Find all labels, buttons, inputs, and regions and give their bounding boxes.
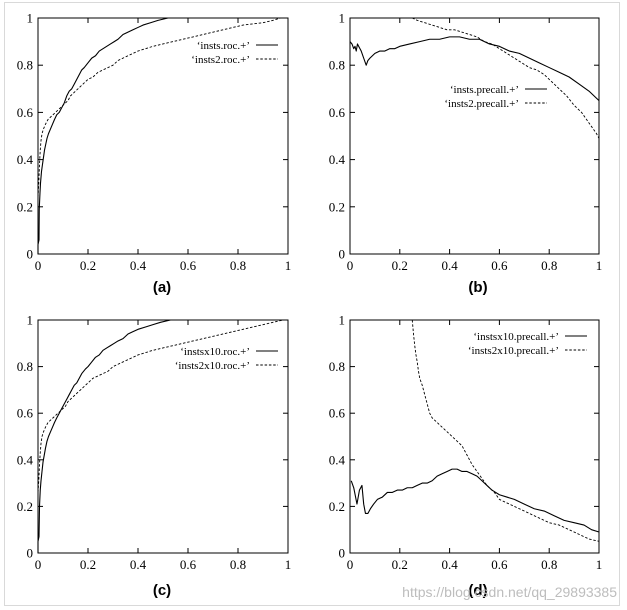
chart-panel-a: 0 0.2 0.4 0.6 0.8 1 0 0.2 0.4 0.6 0.8 1 ‘insts.roc.+… (17, 11, 292, 297)
y-tick-label: 1 (27, 11, 34, 26)
legend-label: ‘insts2.precall.+’ (444, 98, 519, 110)
y-tick-label: 0.2 (329, 499, 345, 514)
y-tick-label: 0.6 (17, 105, 34, 120)
x-tick-label: 0.6 (491, 258, 508, 273)
y-tick-label: 1 (339, 313, 346, 328)
x-tick-label: 1 (596, 557, 603, 572)
series-line-d-1 (350, 468, 600, 533)
legend-label: ‘insts.roc.+’ (197, 40, 250, 52)
series-line-b-1 (349, 36, 600, 101)
x-tick-label: 0.6 (180, 258, 197, 273)
plot-frame (37, 319, 289, 554)
y-tick-label: 0.4 (17, 152, 34, 167)
y-tick-label: 0.8 (329, 58, 345, 73)
series-line-a-1 (37, 17, 288, 254)
y-tick-label: 0.4 (17, 452, 34, 467)
x-tick-label: 0 (35, 557, 42, 572)
chart-panels: 0 0.2 0.4 0.6 0.8 1 0 0.2 0.4 0.6 0.8 1 ‘insts.roc.+… (17, 11, 603, 600)
legend-label: ‘insts2.roc.+’ (191, 54, 250, 66)
y-tick-label: 0.8 (17, 58, 33, 73)
x-tick-label: 0.8 (230, 258, 246, 273)
y-tick-label: 0.6 (329, 105, 346, 120)
x-tick-label: 0.4 (130, 258, 147, 273)
series-line-d-2 (411, 319, 600, 542)
x-tick-label: 0.8 (230, 557, 246, 572)
y-tick-label: 0.2 (17, 499, 33, 514)
x-tick-label: 0.6 (180, 557, 197, 572)
y-tick-label: 0 (339, 247, 346, 262)
series-line-c-2 (37, 319, 288, 493)
y-tick-label: 0.8 (17, 359, 33, 374)
y-tick-label: 0.4 (329, 452, 346, 467)
panel-label-a: (a) (153, 279, 171, 296)
plot-frame (349, 17, 600, 255)
x-tick-label: 0.2 (80, 557, 96, 572)
x-tick-label: 0.2 (80, 258, 96, 273)
watermark-text: https://blog.csdn.net/qq_29893385 (402, 584, 617, 600)
y-tick-label: 0.2 (329, 199, 345, 214)
x-tick-label: 1 (285, 258, 292, 273)
legend-label: ‘insts.precall.+’ (450, 84, 519, 96)
x-tick-label: 0 (347, 557, 354, 572)
x-tick-label: 1 (285, 557, 292, 572)
y-tick-label: 0 (339, 546, 346, 561)
legend-label: ‘insts2x10.roc.+’ (175, 360, 250, 372)
chart-panel-d: 0 0.2 0.4 0.6 0.8 1 0 0.2 0.4 0.6 0.8 1 ‘instsx10.pr… (329, 313, 603, 600)
y-tick-label: 1 (27, 313, 34, 328)
series-line-c-1 (37, 319, 288, 553)
chart-panel-b: 0 0.2 0.4 0.6 0.8 1 0 0.2 0.4 0.6 0.8 1 ‘insts.preca… (329, 11, 603, 297)
y-tick-label: 0.6 (329, 406, 346, 421)
y-tick-label: 1 (339, 11, 346, 26)
x-tick-label: 0.2 (392, 258, 408, 273)
panel-label-c: (c) (153, 582, 171, 599)
x-tick-label: 0 (347, 258, 354, 273)
panel-label-d: (d) (468, 582, 487, 599)
plot-frame (37, 17, 289, 255)
x-tick-label: 0.4 (130, 557, 147, 572)
chart-panel-c: 0 0.2 0.4 0.6 0.8 1 0 0.2 0.4 0.6 0.8 1 ‘instsx10.ro… (17, 313, 292, 600)
y-tick-label: 0.8 (329, 359, 345, 374)
legend-label: ‘insts2x10.precall.+’ (468, 345, 559, 357)
x-tick-label: 1 (596, 258, 603, 273)
x-tick-label: 0.8 (541, 557, 557, 572)
y-tick-label: 0 (27, 546, 34, 561)
figure-border (4, 2, 620, 606)
x-tick-label: 0.8 (541, 258, 557, 273)
plot-frame (349, 319, 600, 554)
legend-label: ‘instsx10.roc.+’ (180, 346, 250, 358)
x-tick-label: 0 (35, 258, 42, 273)
x-tick-label: 0.2 (392, 557, 408, 572)
y-tick-label: 0 (27, 247, 34, 262)
y-tick-label: 0.6 (17, 406, 34, 421)
x-tick-label: 0.4 (441, 258, 458, 273)
x-tick-label: 0.6 (491, 557, 508, 572)
series-line-a-2 (37, 17, 288, 198)
x-tick-label: 0.4 (441, 557, 458, 572)
y-tick-label: 0.4 (329, 152, 346, 167)
y-tick-label: 0.2 (17, 199, 33, 214)
legend-label: ‘instsx10.precall.+’ (473, 331, 559, 343)
panel-label-b: (b) (468, 279, 487, 296)
